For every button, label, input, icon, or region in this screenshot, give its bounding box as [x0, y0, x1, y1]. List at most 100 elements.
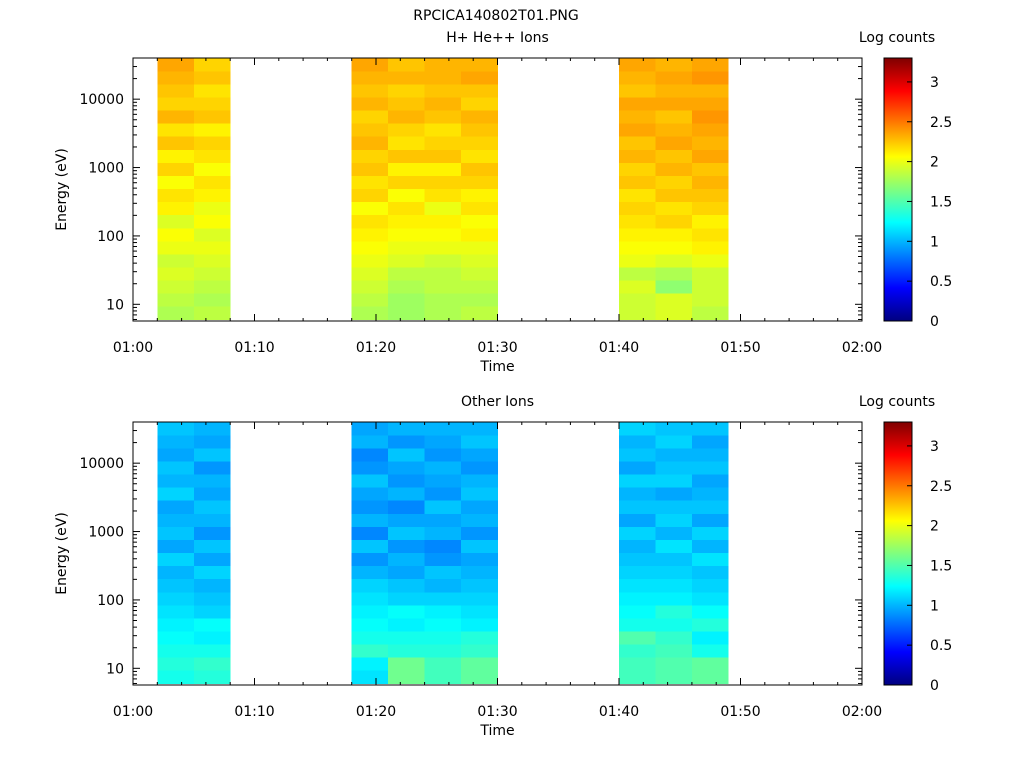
y-tick-label: 1000 — [88, 525, 124, 541]
heatmap-cell — [619, 552, 656, 567]
heatmap-cell — [655, 293, 693, 307]
heatmap-cell — [424, 657, 462, 671]
heatmap-cell — [655, 280, 693, 294]
heatmap-cell — [655, 175, 693, 190]
heatmap-cell — [619, 123, 656, 137]
heatmap-cell — [193, 539, 231, 554]
heatmap-cell — [655, 84, 693, 98]
heatmap-cell — [351, 552, 389, 567]
heatmap-cell — [691, 435, 729, 449]
heatmap-cell — [461, 136, 498, 150]
heatmap-cell — [461, 175, 498, 190]
x-tick-label: 02:00 — [842, 704, 882, 720]
heatmap-cell — [655, 162, 693, 176]
heatmap-cell — [157, 552, 195, 567]
colorbar-tick-label: 2 — [930, 519, 939, 535]
heatmap-cell — [424, 618, 462, 632]
heatmap-cell — [619, 58, 656, 72]
heatmap-cell — [619, 280, 656, 294]
heatmap-cell — [193, 565, 231, 580]
heatmap-cell — [461, 500, 498, 514]
heatmap-cell — [424, 149, 462, 163]
heatmap-cell — [388, 552, 425, 567]
heatmap-cell — [655, 565, 693, 580]
heatmap-cell — [424, 123, 462, 137]
heatmap-cell — [193, 123, 231, 137]
heatmap-cell — [157, 162, 195, 176]
heatmap-cell — [351, 136, 389, 150]
heatmap-cell — [691, 280, 729, 294]
heatmap-cell — [193, 110, 231, 124]
heatmap-cell — [157, 136, 195, 150]
heatmap-cell — [655, 657, 693, 671]
heatmap-cell — [157, 306, 195, 320]
heatmap-cell — [388, 293, 425, 307]
x-tick-label: 01:40 — [599, 704, 639, 720]
heatmap-cell — [619, 293, 656, 307]
heatmap-cell — [193, 214, 231, 229]
heatmap-cell — [351, 280, 389, 294]
x-tick-label: 01:50 — [720, 704, 760, 720]
heatmap-cell — [388, 97, 425, 111]
heatmap-cell — [619, 254, 656, 268]
colorbar-tick-label: 1.5 — [930, 194, 952, 210]
heatmap-cell — [351, 84, 389, 98]
heatmap-cell — [691, 591, 729, 606]
heatmap-cell — [424, 461, 462, 475]
heatmap-cell — [351, 631, 389, 645]
x-tick-label: 02:00 — [842, 340, 882, 356]
heatmap-cell — [351, 227, 389, 242]
heatmap-cell — [619, 175, 656, 190]
heatmap-cell — [655, 500, 693, 514]
heatmap-cell — [157, 110, 195, 124]
heatmap-cell — [691, 136, 729, 150]
heatmap-cell — [157, 254, 195, 268]
heatmap-cell — [461, 461, 498, 475]
heatmap-cell — [388, 539, 425, 554]
heatmap-cell — [655, 539, 693, 554]
heatmap-cell — [461, 565, 498, 580]
heatmap-cell — [388, 513, 425, 527]
y-tick-label: 10000 — [79, 456, 124, 472]
heatmap-cell — [351, 293, 389, 307]
heatmap-cell — [388, 149, 425, 163]
heatmap-cell — [424, 487, 462, 501]
heatmap-cell — [424, 631, 462, 645]
heatmap-cell — [461, 306, 498, 320]
heatmap-cell — [388, 422, 425, 436]
heatmap-cell — [388, 84, 425, 98]
heatmap-cell — [351, 188, 389, 203]
heatmap-cell — [351, 241, 389, 255]
heatmap-cell — [424, 591, 462, 606]
heatmap-cells — [157, 422, 729, 684]
heatmap-cell — [461, 657, 498, 671]
heatmap-cell — [655, 123, 693, 137]
x-tick-label: 01:00 — [113, 340, 153, 356]
heatmap-cell — [193, 526, 231, 540]
heatmap-cells — [157, 58, 729, 320]
heatmap-cell — [691, 188, 729, 203]
heatmap-cell — [461, 618, 498, 632]
heatmap-cell — [193, 149, 231, 163]
heatmap-cell — [461, 539, 498, 554]
y-axis-label: Energy (eV) — [54, 148, 70, 231]
heatmap-cell — [157, 201, 195, 216]
heatmap-cell — [157, 513, 195, 527]
heatmap-cell — [388, 227, 425, 242]
heatmap-cell — [424, 513, 462, 527]
heatmap-cell — [351, 149, 389, 163]
heatmap-cell — [193, 670, 231, 684]
heatmap-cell — [351, 306, 389, 320]
heatmap-cell — [193, 293, 231, 307]
heatmap-cell — [157, 241, 195, 255]
heatmap-cell — [461, 227, 498, 242]
heatmap-cell — [351, 657, 389, 671]
heatmap-cell — [691, 110, 729, 124]
heatmap-cell — [691, 487, 729, 501]
heatmap-cell — [619, 306, 656, 320]
heatmap-cell — [424, 605, 462, 619]
heatmap-cell — [619, 500, 656, 514]
heatmap-cell — [691, 605, 729, 619]
colorbar — [883, 421, 913, 686]
heatmap-cell — [424, 84, 462, 98]
